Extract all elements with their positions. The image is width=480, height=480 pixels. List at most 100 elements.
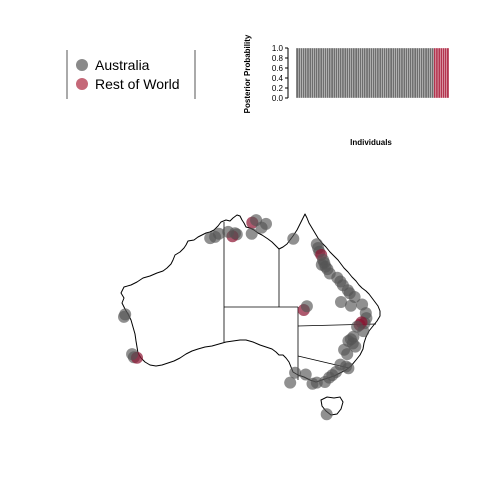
map-point-australia: [287, 232, 300, 245]
map-point-australia: [299, 368, 312, 381]
bar-australia: [295, 47, 299, 99]
bar-australia: [343, 47, 347, 99]
y-tick-label: 0.6: [272, 64, 284, 73]
bar-australia: [422, 47, 426, 99]
bar-australia: [326, 47, 329, 99]
map-point-australia: [315, 258, 328, 271]
y-tick-label: 1.0: [272, 44, 284, 53]
bar-australia: [370, 47, 373, 99]
bar-australia: [383, 47, 386, 99]
map-point-australia: [357, 325, 370, 338]
bar-australia: [394, 47, 397, 99]
bar-australia: [418, 47, 421, 99]
legend-label-australia: Australia: [95, 57, 150, 73]
bar-australia: [324, 47, 327, 99]
legend-label-rest-of-world: Rest of World: [95, 76, 180, 92]
bar-australia: [381, 47, 384, 99]
bar-australia: [411, 47, 415, 99]
bar-australia: [363, 47, 367, 99]
map-point-australia: [255, 221, 268, 234]
map-point-australia: [245, 227, 258, 240]
bar-australia: [304, 47, 308, 99]
australia-map: [118, 213, 381, 421]
bar-rest-of-world: [444, 47, 447, 99]
bar-rest-of-world: [437, 47, 441, 99]
bar-australia: [416, 47, 419, 99]
bar-australia: [409, 47, 413, 99]
bar-australia: [315, 47, 319, 99]
bar-australia: [420, 47, 423, 99]
bar-australia: [378, 47, 382, 99]
map-point-australia: [341, 348, 354, 361]
y-tick-label: 0.0: [272, 94, 284, 103]
bar-australia: [322, 47, 325, 99]
bar-rest-of-world: [433, 47, 437, 99]
y-tick-label: 0.2: [272, 84, 284, 93]
bar-australia: [431, 47, 434, 99]
mainland-outline: [120, 213, 381, 383]
y-axis-title: Posterior Probability: [243, 34, 252, 113]
bar-australia: [372, 47, 375, 99]
bar-australia: [354, 47, 358, 99]
map-point-australia: [284, 376, 297, 389]
bar-australia: [398, 47, 402, 99]
bar-rest-of-world: [442, 47, 445, 99]
y-ticks: 0.00.20.40.60.81.0: [272, 44, 288, 103]
bar-australia: [376, 47, 380, 99]
bar-australia: [374, 47, 378, 99]
bar-australia: [387, 47, 391, 99]
bar-australia: [346, 47, 349, 99]
bar-rest-of-world: [435, 47, 439, 99]
legend-swatch-rest-of-world: [76, 78, 88, 90]
map-point-australia: [119, 308, 132, 321]
bar-australia: [302, 47, 305, 99]
bar-australia: [328, 47, 332, 99]
bar-australia: [389, 47, 393, 99]
map-point-australia: [306, 377, 319, 390]
bar-australia: [429, 47, 432, 99]
bar-australia: [352, 47, 356, 99]
bar-australia: [298, 47, 301, 99]
bar-australia: [341, 47, 345, 99]
bar-australia: [308, 47, 312, 99]
bar-australia: [391, 47, 395, 99]
bar-australia: [335, 47, 338, 99]
bar-australia: [424, 47, 428, 99]
map-point-australia: [320, 408, 333, 421]
map-point-australia: [126, 348, 139, 361]
legend-swatch-australia: [76, 59, 88, 71]
map-point-australia: [342, 362, 355, 375]
bar-australia: [332, 47, 336, 99]
bar-australia: [348, 47, 351, 99]
bar-australia: [300, 47, 303, 99]
bar-australia: [306, 47, 310, 99]
map-point-australia: [300, 300, 313, 313]
bar-australia: [330, 47, 334, 99]
bar-rest-of-world: [440, 47, 443, 99]
map-point-australia: [335, 296, 347, 308]
bar-australia: [337, 47, 340, 99]
bar-australia: [426, 47, 430, 99]
bar-australia: [361, 47, 364, 99]
bar-australia: [317, 47, 321, 99]
map-point-australia: [289, 366, 302, 379]
bar-australia: [313, 47, 316, 99]
bar-group: [295, 47, 450, 99]
posterior-bar-chart: 0.00.20.40.60.81.0 Posterior Probability…: [243, 34, 450, 147]
y-tick-label: 0.8: [272, 54, 284, 63]
map-point-australia: [344, 299, 357, 312]
bar-australia: [350, 47, 354, 99]
bar-australia: [319, 47, 323, 99]
bar-australia: [367, 47, 371, 99]
bar-australia: [385, 47, 388, 99]
bar-australia: [339, 47, 343, 99]
bar-australia: [413, 47, 417, 99]
y-tick-label: 0.4: [272, 74, 284, 83]
map-point-australia: [229, 227, 241, 240]
map-point-australia: [310, 238, 323, 251]
bar-australia: [359, 47, 362, 99]
legend: Australia Rest of World: [66, 50, 196, 99]
bar-australia: [405, 47, 408, 99]
bar-australia: [396, 47, 399, 99]
